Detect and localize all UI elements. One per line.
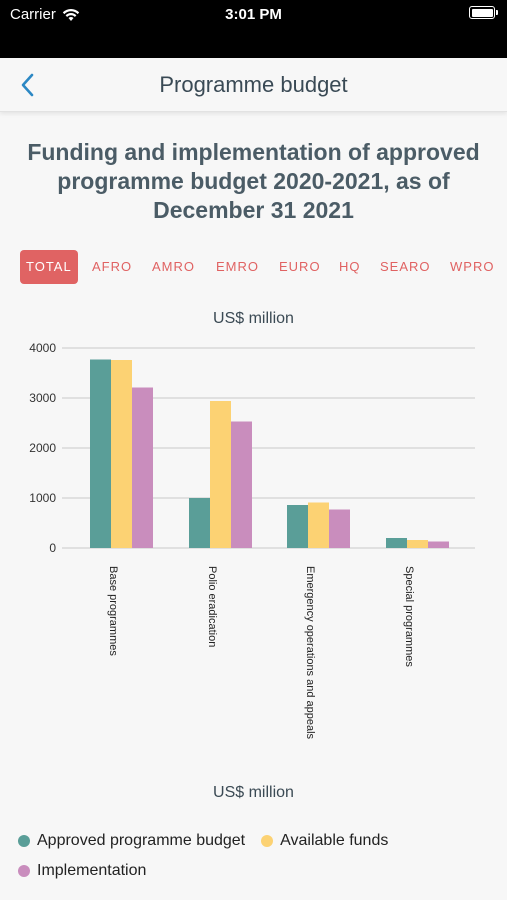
navigation-bar: Programme budget [0, 58, 507, 112]
y-tick-label: 3000 [29, 391, 56, 405]
y-tick-label: 0 [49, 541, 56, 555]
tab-euro[interactable]: EURO [279, 259, 321, 274]
legend-label: Available funds [280, 832, 389, 849]
legend-row: Approved programme budget Available funds [18, 826, 498, 856]
legend-dot-icon [18, 835, 30, 847]
bar-available[interactable] [407, 540, 428, 548]
y-axis-title: US$ million [213, 310, 294, 327]
x-tick-label: Emergency operations and appeals [304, 566, 316, 740]
status-time: 3:01 PM [225, 6, 282, 23]
tab-hq[interactable]: HQ [339, 259, 361, 274]
bar-implementation[interactable] [428, 541, 449, 549]
bar-available[interactable] [210, 401, 231, 548]
legend-dot-icon [18, 865, 30, 877]
bar-implementation[interactable] [231, 421, 252, 549]
legend-item[interactable]: Available funds [261, 832, 388, 850]
tab-amro[interactable]: AMRO [152, 259, 195, 274]
chart-legend: Approved programme budget Available funds… [18, 826, 498, 886]
tab-wpro[interactable]: WPRO [450, 259, 495, 274]
chart-title: Funding and implementation of approved p… [27, 139, 480, 223]
legend-row: Implementation [18, 856, 498, 886]
carrier-info: Carrier [10, 6, 80, 23]
legend-item[interactable]: Approved programme budget [18, 832, 245, 850]
page-title: Programme budget [159, 72, 348, 97]
bar-available[interactable] [111, 360, 132, 548]
bar-approved[interactable] [386, 538, 407, 548]
carrier-label: Carrier [10, 6, 56, 23]
bar-chart: US$ million 0 1000 2000 3000 4000 Base progra… [0, 300, 507, 810]
x-tick-label: Special programmes [403, 566, 415, 667]
x-axis-title: US$ million [213, 784, 294, 801]
tab-emro[interactable]: EMRO [216, 259, 259, 274]
x-tick-label: Polio eradication [206, 566, 218, 647]
chart-canvas: 0 1000 2000 3000 4000 Base programmes Polio er… [29, 341, 475, 740]
bar-available[interactable] [308, 502, 329, 549]
bar-approved[interactable] [90, 359, 111, 549]
wifi-icon [62, 8, 80, 21]
legend-label: Approved programme budget [37, 832, 246, 849]
legend-dot-icon [261, 835, 274, 847]
legend-item[interactable]: Implementation [18, 862, 146, 880]
y-tick-label: 1000 [29, 491, 56, 505]
bar-approved[interactable] [189, 498, 210, 548]
tab-total[interactable]: TOTAL [20, 250, 78, 284]
battery-icon [469, 6, 498, 19]
bar-implementation[interactable] [132, 387, 153, 549]
region-tabs: TOTAL AFRO AMRO EMRO EURO HQ SEARO WPRO [0, 248, 507, 288]
status-bar: Carrier 3:01 PM [0, 0, 507, 58]
tab-searo[interactable]: SEARO [380, 259, 431, 274]
bar-implementation[interactable] [329, 509, 350, 549]
bar-approved[interactable] [287, 505, 308, 548]
y-tick-label: 2000 [29, 441, 56, 455]
back-button[interactable] [14, 70, 44, 100]
x-tick-label: Base programmes [107, 566, 119, 656]
y-tick-label: 4000 [29, 341, 56, 355]
legend-label: Implementation [37, 862, 147, 879]
chevron-left-icon [21, 73, 34, 97]
tab-afro[interactable]: AFRO [92, 259, 133, 274]
